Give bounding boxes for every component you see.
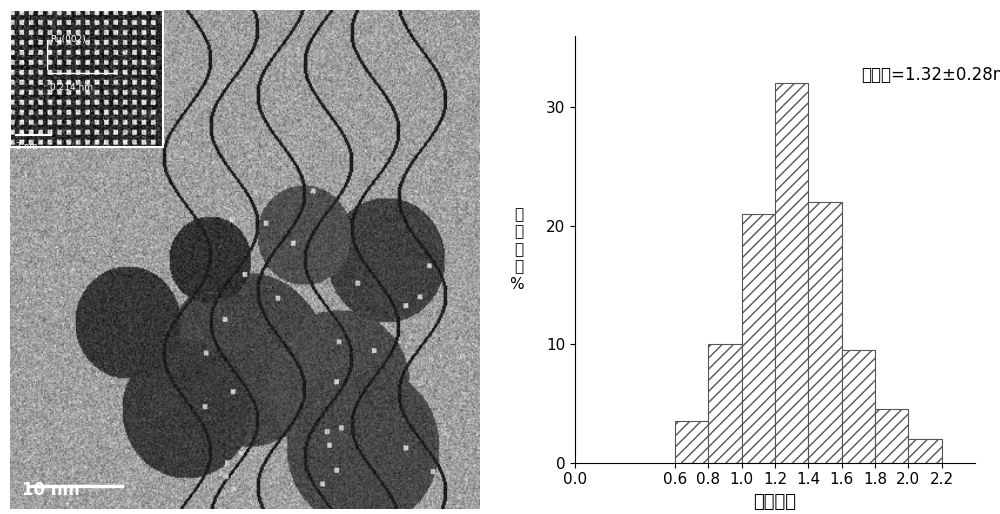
Bar xyxy=(10,10,163,148)
Text: 2 nm: 2 nm xyxy=(16,142,37,152)
Bar xyxy=(775,83,808,463)
Text: 平均值=1.32±0.28nm: 平均值=1.32±0.28nm xyxy=(862,66,1000,84)
Text: Ru(002): Ru(002) xyxy=(50,35,86,44)
Bar xyxy=(908,439,942,463)
Bar xyxy=(708,344,742,463)
Bar xyxy=(875,409,908,463)
X-axis label: 粒径大小: 粒径大小 xyxy=(754,493,796,511)
Bar xyxy=(808,202,842,463)
Text: 10 nm: 10 nm xyxy=(22,481,80,499)
Bar xyxy=(742,214,775,463)
Bar xyxy=(675,421,708,463)
Y-axis label: 粒
径
分
布
%: 粒 径 分 布 % xyxy=(509,207,524,291)
Bar xyxy=(842,350,875,463)
Text: 0.214 nm: 0.214 nm xyxy=(50,83,93,91)
